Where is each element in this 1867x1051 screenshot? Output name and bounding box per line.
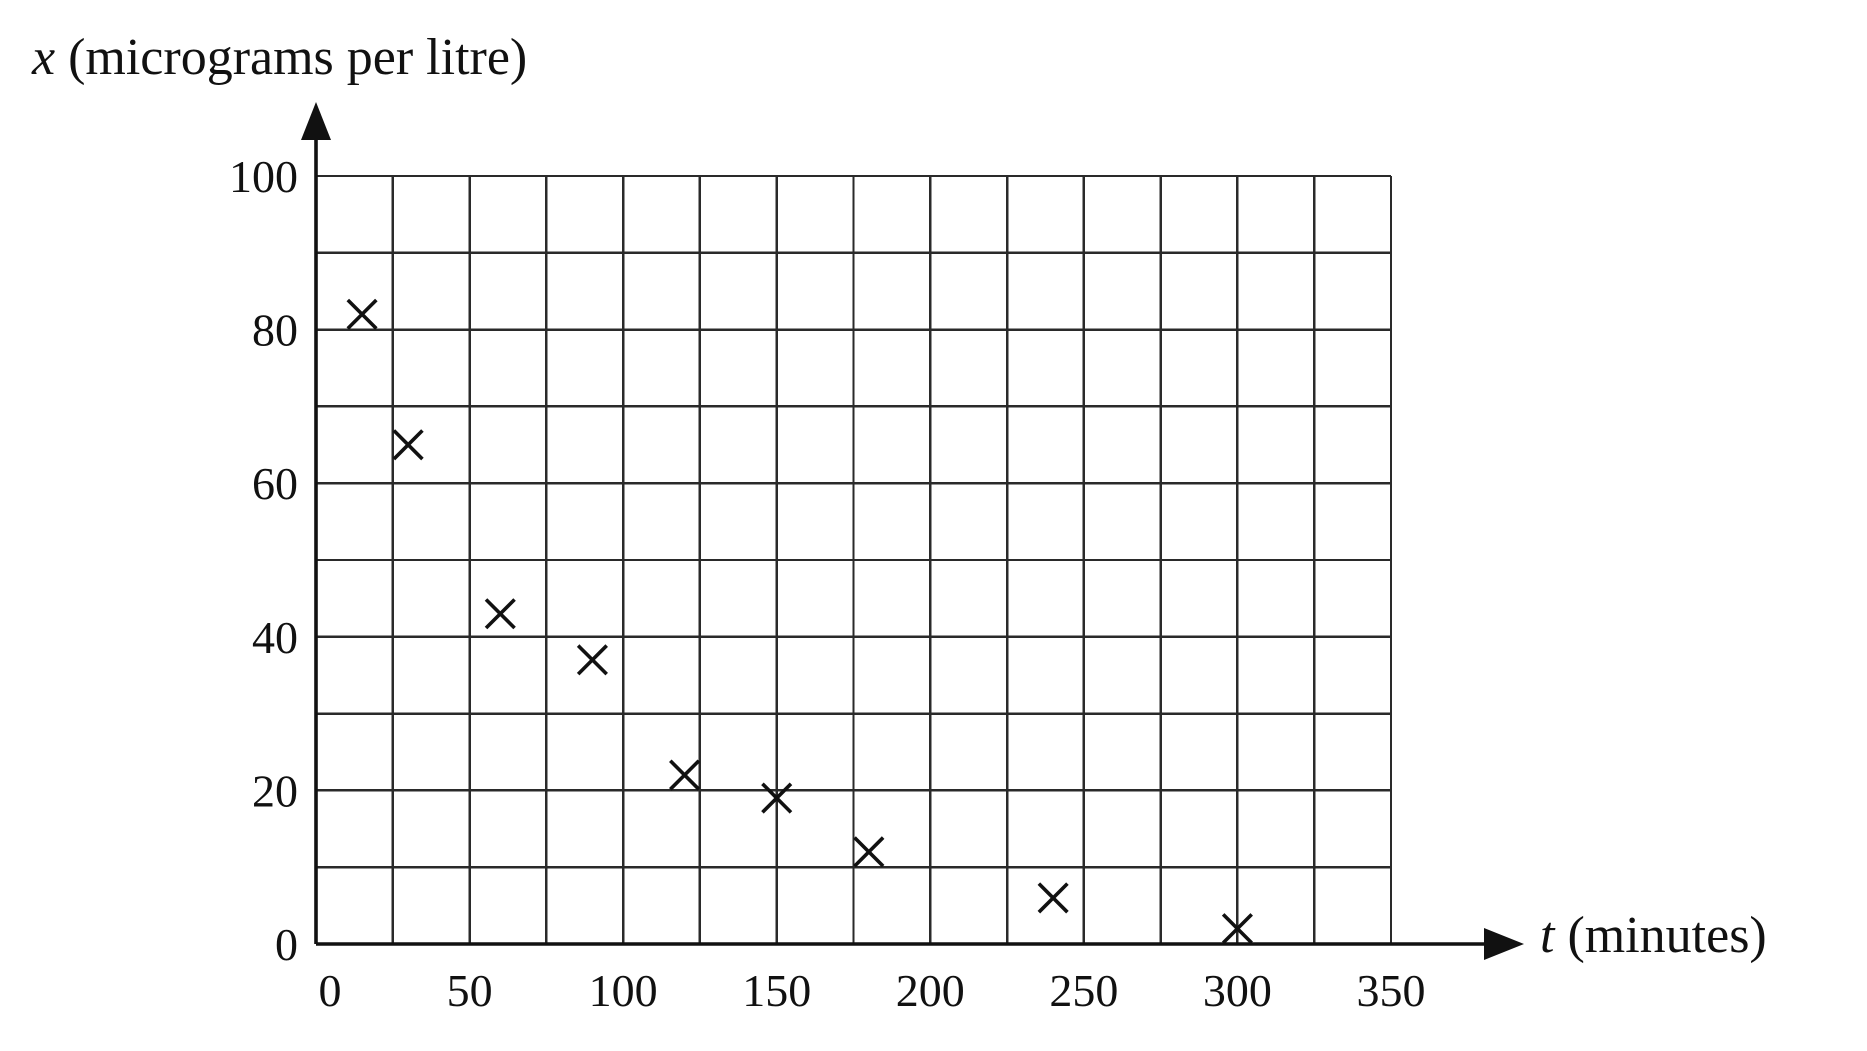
data-point	[669, 759, 701, 791]
y-tick-labels: 0 20 40 60 80 100	[229, 151, 298, 970]
marker-stroke	[1037, 882, 1069, 914]
y-axis-unit: (micrograms per litre)	[55, 29, 527, 86]
x-tick-label: 250	[1049, 965, 1118, 1016]
axes	[301, 102, 1524, 960]
y-axis-variable: x	[31, 29, 55, 86]
x-axis-variable: t	[1540, 907, 1556, 964]
y-tick-label: 20	[252, 765, 298, 816]
marker-stroke	[484, 598, 516, 630]
y-axis-arrow	[301, 102, 331, 140]
y-tick-label: 0	[275, 919, 298, 970]
x-tick-label: 200	[896, 965, 965, 1016]
data-point	[1221, 913, 1253, 945]
data-point	[392, 429, 424, 461]
y-tick-label: 40	[252, 612, 298, 663]
x-tick-label: 0	[319, 965, 342, 1016]
y-axis-title: x (micrograms per litre)	[31, 29, 527, 86]
data-point	[1037, 882, 1069, 914]
marker-stroke	[761, 782, 793, 814]
y-tick-label: 60	[252, 458, 298, 509]
marker-stroke	[392, 429, 424, 461]
y-tick-label: 100	[229, 151, 298, 202]
y-tick-label: 80	[252, 305, 298, 356]
x-axis-title: t (minutes)	[1540, 907, 1767, 964]
data-point	[484, 598, 516, 630]
x-axis-arrow	[1484, 928, 1524, 960]
grid	[314, 174, 1393, 946]
marker-stroke	[1221, 913, 1253, 945]
x-tick-label: 50	[447, 965, 493, 1016]
x-tick-label: 100	[589, 965, 658, 1016]
marker-stroke	[669, 759, 701, 791]
marker-stroke	[346, 298, 378, 330]
x-axis-unit: (minutes)	[1554, 907, 1766, 964]
data-point	[576, 644, 608, 676]
x-tick-labels: 0 50 100 150 200 250 300 350	[319, 965, 1426, 1016]
marker-stroke	[853, 836, 885, 868]
x-tick-label: 150	[742, 965, 811, 1016]
data-point	[853, 836, 885, 868]
data-point	[346, 298, 378, 330]
x-tick-label: 300	[1203, 965, 1272, 1016]
x-tick-label: 350	[1357, 965, 1426, 1016]
marker-stroke	[576, 644, 608, 676]
data-point	[761, 782, 793, 814]
data-points	[346, 298, 1253, 945]
